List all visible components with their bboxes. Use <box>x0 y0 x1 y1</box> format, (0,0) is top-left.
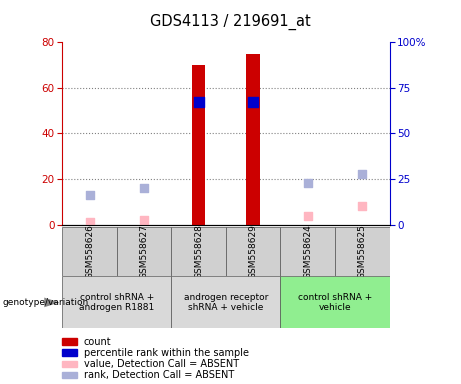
Bar <box>171 227 226 276</box>
Point <box>359 170 366 177</box>
Text: GSM558629: GSM558629 <box>248 224 258 279</box>
Bar <box>171 276 280 328</box>
Text: GSM558626: GSM558626 <box>85 224 94 279</box>
Point <box>86 192 93 199</box>
Text: GSM558624: GSM558624 <box>303 224 312 279</box>
Bar <box>62 349 77 356</box>
Bar <box>335 227 390 276</box>
Point <box>249 98 257 104</box>
Text: genotype/variation: genotype/variation <box>2 298 89 307</box>
Bar <box>280 276 390 328</box>
Bar <box>62 372 77 378</box>
Bar <box>280 227 335 276</box>
Polygon shape <box>44 298 59 307</box>
Bar <box>192 65 206 225</box>
Text: count: count <box>83 336 111 346</box>
Point <box>140 217 148 223</box>
Point <box>304 212 311 218</box>
Bar <box>62 227 117 276</box>
Bar <box>117 227 171 276</box>
Bar <box>62 276 171 328</box>
Point <box>304 180 311 186</box>
Point <box>140 185 148 191</box>
Text: value, Detection Call = ABSENT: value, Detection Call = ABSENT <box>83 359 239 369</box>
Point <box>86 219 93 225</box>
Text: GSM558627: GSM558627 <box>140 224 148 279</box>
Point <box>359 204 366 210</box>
Text: percentile rank within the sample: percentile rank within the sample <box>83 348 248 358</box>
Text: GDS4113 / 219691_at: GDS4113 / 219691_at <box>150 13 311 30</box>
Bar <box>62 338 77 344</box>
Point <box>195 98 202 104</box>
Text: control shRNA +
androgen R1881: control shRNA + androgen R1881 <box>79 293 154 312</box>
Text: control shRNA +
vehicle: control shRNA + vehicle <box>298 293 372 312</box>
Text: GSM558625: GSM558625 <box>358 224 367 279</box>
Text: androgen receptor
shRNA + vehicle: androgen receptor shRNA + vehicle <box>183 293 268 312</box>
Text: rank, Detection Call = ABSENT: rank, Detection Call = ABSENT <box>83 370 234 380</box>
Bar <box>226 227 280 276</box>
Text: GSM558628: GSM558628 <box>194 224 203 279</box>
Bar <box>246 54 260 225</box>
Bar <box>62 361 77 367</box>
